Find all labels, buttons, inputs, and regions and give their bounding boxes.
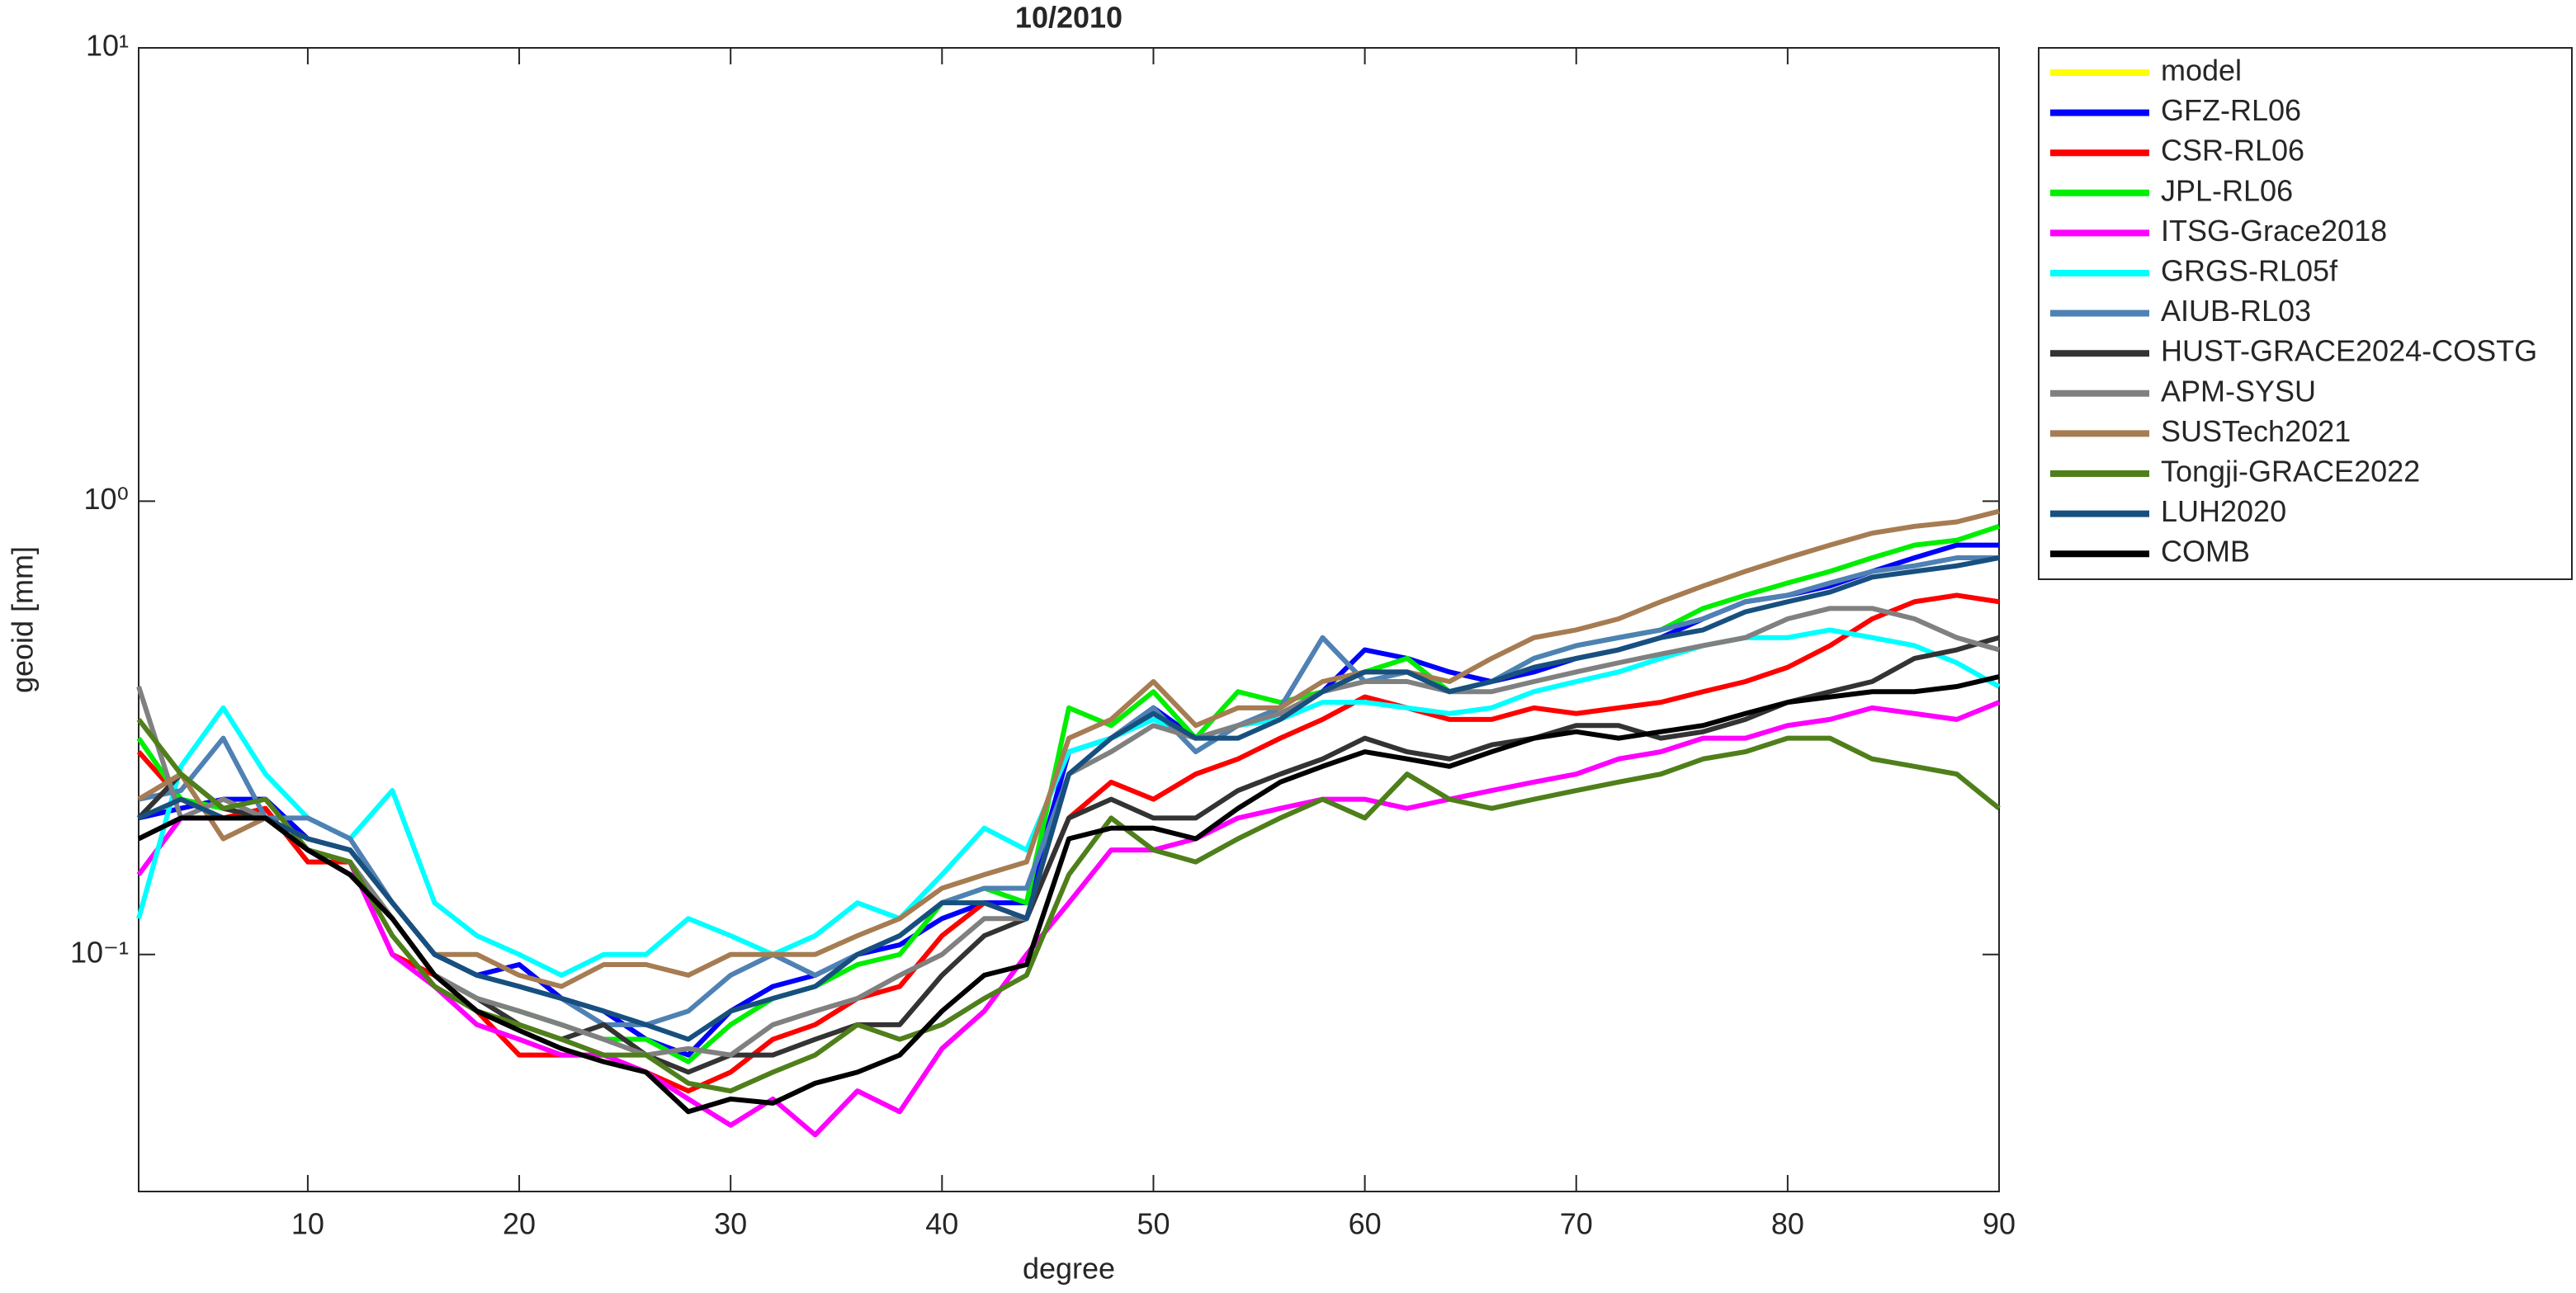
x-tick-label: 40: [925, 1207, 958, 1241]
chart-title: 10/2010: [1015, 1, 1123, 35]
legend-label: JPL-RL06: [2161, 173, 2293, 207]
legend-label: APM-SYSU: [2161, 374, 2316, 408]
x-tick-label: 10: [291, 1207, 324, 1241]
legend-label: CSR-RL06: [2161, 134, 2304, 168]
legend-label: GFZ-RL06: [2161, 93, 2301, 127]
plot-area: [138, 47, 2000, 1192]
y-axis-label: geoid [mm]: [6, 546, 40, 693]
x-axis-label: degree: [1023, 1252, 1115, 1286]
series-line: [136, 700, 2001, 1138]
y-tick-label: 10⁰: [84, 482, 129, 516]
x-tick-label: 80: [1771, 1207, 1804, 1241]
series-line: [137, 508, 2000, 989]
legend-label: ITSG-Grace2018: [2161, 214, 2387, 248]
legend-label: HUST-GRACE2024-COSTG: [2161, 334, 2537, 368]
y-tick-label: 10¹: [86, 29, 129, 63]
legend-label: GRGS-RL05f: [2161, 254, 2338, 288]
x-tick-label: 90: [1983, 1207, 2016, 1241]
x-tick-label: 70: [1560, 1207, 1593, 1241]
x-tick-label: 60: [1349, 1207, 1382, 1241]
series-line: [137, 555, 2000, 1042]
legend-label: Tongji-GRACE2022: [2161, 455, 2420, 488]
legend-label: AIUB-RL03: [2161, 294, 2311, 328]
legend-label: SUSTech2021: [2161, 414, 2351, 448]
series-line: [137, 674, 2000, 1115]
series-line: [136, 718, 2001, 1094]
x-tick-label: 30: [714, 1207, 747, 1241]
legend-label: LUH2020: [2161, 494, 2286, 528]
y-tick-label: 10⁻¹: [70, 935, 129, 969]
x-tick-label: 50: [1137, 1207, 1170, 1241]
x-tick-label: 20: [503, 1207, 536, 1241]
legend-label: COMB: [2161, 535, 2250, 569]
legend-label: model: [2161, 54, 2242, 87]
